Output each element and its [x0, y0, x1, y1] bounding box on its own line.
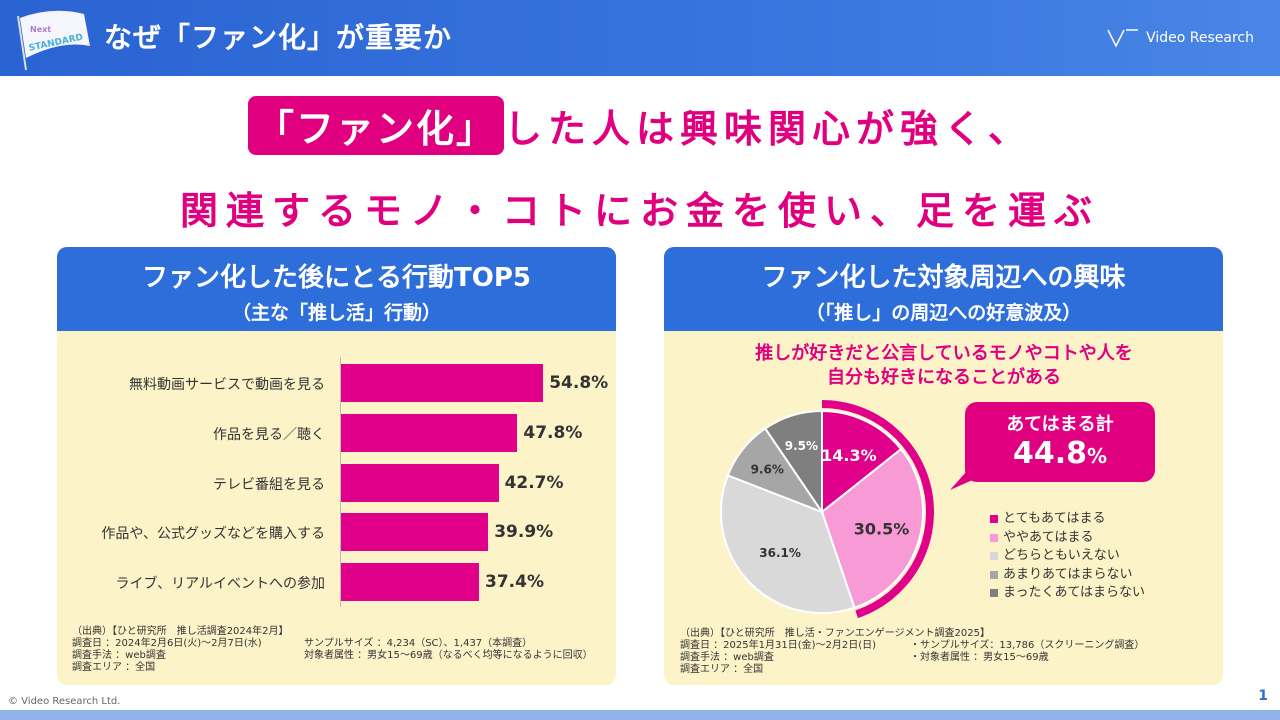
bar-value-label: 39.9%	[494, 522, 554, 543]
source-attr: ・対象者属性 ：男女15〜69歳	[910, 652, 1049, 663]
legend-item: とてもあてはまる	[990, 510, 1145, 529]
bar-category-label: 無料動画サービスで動画を見る	[129, 377, 325, 393]
legend-label: ややあてはまる	[1003, 529, 1094, 545]
left-source-2: サンプルサイズ ：4,234（SC）、1,437（本調査） 対象者属性 ：男女1…	[304, 638, 593, 662]
legend-label: まったくあてはまらない	[1003, 585, 1145, 600]
page-title: なぜ「ファン化」が重要か	[104, 21, 453, 54]
headline-badge: 「ファン化」	[247, 96, 504, 155]
bar-value-label: 54.8%	[549, 373, 609, 393]
left-panel-title: ファン化した後にとる行動TOP5	[142, 263, 531, 293]
source-title: （出典）【ひと研究所 推し活・ファンエンゲージメント調査2025】	[680, 628, 990, 639]
video-research-logo: Video Research	[1106, 28, 1254, 48]
total-callout: あてはまる計 44.8%	[965, 402, 1155, 482]
bar-value-label: 47.8%	[523, 422, 583, 443]
question-line-1: 推しが好きだと公言しているモノやコトや人を	[755, 343, 1133, 364]
survey-question: 推しが好きだと公言しているモノやコトや人を 自分も好きになることがある	[664, 342, 1224, 390]
legend-swatch	[990, 515, 998, 524]
right-panel-title: ファン化した対象周辺への興味	[761, 263, 1126, 293]
legend-item: あまりあてはまらない	[990, 566, 1145, 585]
source-area: 調査エリア ：全国	[680, 664, 764, 675]
source-date: 調査日 ：2025年1月31日(金)〜2月2日(日)	[680, 640, 877, 651]
header-bar: Next STANDARD なぜ「ファン化」が重要か Video Researc…	[0, 0, 1280, 76]
pie-legend: とてもあてはまる ややあてはまるどちらともいえない あまりあてはまらない まったくあて…	[990, 510, 1145, 603]
left-panel-header: ファン化した後にとる行動TOP5 （主な「推し活」行動）	[57, 247, 616, 331]
pie-value-label: 14.3%	[821, 446, 877, 465]
legend-swatch	[990, 570, 998, 579]
page-number: 1	[1258, 688, 1268, 704]
legend-item: まったくあてはまらない	[990, 584, 1145, 603]
legend-item: ややあてはまる	[990, 529, 1145, 548]
source-date: 調査日 ：2024年2月6日(火)〜2月7日(水)	[72, 638, 262, 649]
copyright: © Video Research Ltd.	[8, 696, 121, 707]
bar	[341, 413, 518, 452]
pie-slice	[821, 409, 903, 515]
source-title: （出典）【ひと研究所 推し活調査2024年2月】	[72, 626, 289, 637]
callout-unit: %	[1086, 444, 1108, 468]
bar	[341, 463, 499, 502]
legend-swatch	[990, 533, 998, 542]
right-source: （出典）【ひと研究所 推し活・ファンエンゲージメント調査2025】 調査日 ：2…	[680, 628, 990, 676]
bar-value-label: 37.4%	[485, 572, 544, 593]
bar	[341, 563, 479, 602]
callout-label: あてはまる計	[1006, 414, 1114, 435]
legend-label: あまりあてはまらない	[1003, 566, 1133, 582]
source-sample: サンプルサイズ ：4,234（SC）、1,437（本調査）	[304, 638, 533, 649]
legend-swatch	[990, 552, 998, 561]
headline-line-1-text: した人は興味関心が強く、	[504, 107, 1033, 151]
left-panel: ファン化した後にとる行動TOP5 （主な「推し活」行動）	[57, 247, 616, 685]
left-source: （出典）【ひと研究所 推し活調査2024年2月】 調査日 ：2024年2月6日(…	[72, 626, 289, 674]
legend-label: どちらともいえない	[1003, 548, 1120, 563]
pie-slice	[720, 474, 856, 614]
source-sample: ・サンプルサイズ：13,786（スクリーニング調査）	[910, 640, 1145, 651]
bar-category-label: テレビ番組を見る	[213, 476, 325, 493]
legend-label: とてもあてはまる	[1003, 511, 1106, 526]
next-standard-flag-logo: Next STANDARD	[17, 10, 90, 70]
legend-swatch	[990, 589, 998, 598]
pie-value-label: 30.5%	[854, 519, 910, 538]
source-attr: 対象者属性 ：男女15〜69歳（なるべく均等になるように回収）	[304, 650, 593, 661]
vr-logo-icon	[1107, 29, 1139, 48]
source-method: 調査手法 ：web調査	[680, 652, 774, 663]
right-panel-subtitle: （「推し」の周辺への好意波及）	[805, 302, 1082, 324]
pie-value-label: 9.6%	[751, 462, 784, 476]
pie-value-label: 9.5%	[785, 439, 818, 453]
pie-value-label: 36.1%	[759, 546, 801, 560]
right-source-2: ・サンプルサイズ：13,786（スクリーニング調査） ・対象者属性 ：男女15〜…	[910, 640, 1144, 664]
right-panel-header: ファン化した対象周辺への興味 （「推し」の周辺への好意波及）	[664, 247, 1223, 331]
pie-slice	[820, 447, 924, 609]
source-method: 調査手法 ：web調査	[72, 650, 166, 661]
logo-text: Video Research	[1146, 30, 1254, 46]
headline-line-1: 「ファン化」 した人は興味関心が強く、	[0, 96, 1280, 155]
pie-slice	[763, 409, 823, 516]
headline-line-2: 関連するモノ・コトにお金を使い、足を運ぶ	[179, 189, 1100, 233]
question-line-2: 自分も好きになることがある	[827, 367, 1061, 388]
left-panel-subtitle: （主な「推し活」行動）	[231, 302, 441, 324]
legend-item: どちらともいえない	[990, 547, 1145, 566]
bar-axis	[340, 357, 341, 607]
source-area: 調査エリア ：全国	[72, 662, 156, 673]
bar-value-label: 42.7%	[504, 472, 564, 493]
bar	[341, 513, 489, 552]
svg-text:Next: Next	[30, 25, 51, 34]
bar-category-label: 作品や、公式グッズなどを購入する	[101, 526, 325, 543]
bar-category-label: 作品を見る／聴く	[213, 426, 325, 443]
callout-value: 44.8	[1012, 436, 1087, 471]
bar-category-label: ライブ、リアルイベントへの参加	[115, 576, 325, 593]
footer-bar	[0, 710, 1280, 720]
bar	[341, 364, 544, 402]
